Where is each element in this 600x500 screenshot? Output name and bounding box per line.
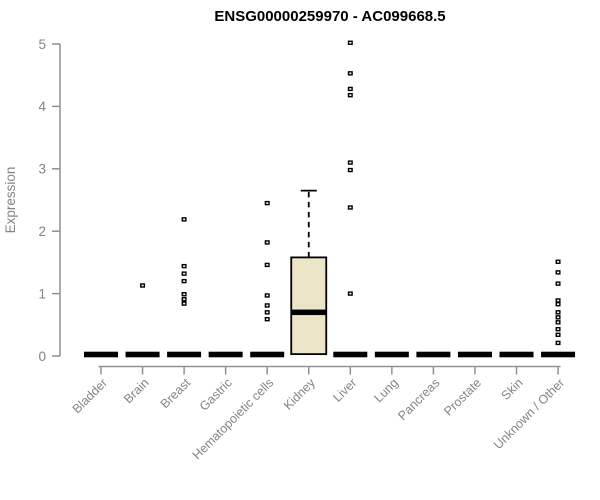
- box-brain: [125, 283, 160, 358]
- y-tick-label: 0: [38, 349, 46, 364]
- outlier-point-center: [349, 161, 352, 164]
- outlier-point-center: [266, 202, 269, 204]
- box-hematopoietic-cells: [250, 200, 285, 358]
- outlier-point-center: [557, 311, 560, 314]
- median-line: [291, 309, 327, 316]
- chart-title: ENSG00000259970 - AC099668.5: [214, 8, 445, 25]
- outlier-point-center: [266, 264, 269, 266]
- x-category-label: Brain: [121, 376, 152, 407]
- axes-layer: 0 1 2 3 4 5 Bladder Brain Breast GastricHematopoi…: [38, 37, 567, 462]
- median-bar: [457, 351, 492, 358]
- outlier-point-center: [183, 272, 186, 275]
- outlier-point-center: [266, 311, 269, 314]
- outlier-point-center: [349, 94, 352, 96]
- outlier-point-center: [557, 316, 560, 319]
- box-liver: [333, 40, 368, 358]
- outlier-point-center: [183, 298, 186, 301]
- box-prostate: [457, 351, 492, 358]
- x-category-label: Skin: [499, 376, 526, 403]
- outlier-point-center: [183, 280, 186, 282]
- x-category-label: Bladder: [70, 376, 110, 416]
- median-bar: [208, 351, 243, 358]
- median-bar: [333, 351, 368, 358]
- x-category-label: Lung: [371, 376, 401, 406]
- median-bar: [416, 351, 451, 358]
- outlier-point-center: [183, 293, 186, 296]
- outlier-point-center: [141, 284, 144, 287]
- y-tick-label: 5: [38, 37, 46, 52]
- outlier-point-center: [266, 318, 269, 320]
- x-category-label: Kidney: [281, 375, 318, 412]
- outlier-point-center: [557, 321, 560, 324]
- median-bar: [167, 351, 202, 358]
- outlier-point-center: [349, 41, 352, 44]
- median-bar: [84, 351, 118, 358]
- outlier-point-center: [266, 241, 269, 244]
- box-unknown-other: [541, 259, 576, 358]
- median-bar: [125, 351, 160, 358]
- x-category-label: Unknown / Other: [491, 376, 567, 452]
- outlier-point-center: [557, 328, 560, 330]
- median-bar: [541, 351, 576, 358]
- outlier-point-center: [349, 169, 352, 171]
- outlier-point-center: [349, 292, 352, 295]
- outlier-point-center: [183, 218, 186, 221]
- x-category-label: Pancreas: [395, 376, 442, 423]
- box-gastric: [208, 351, 243, 358]
- y-tick-label: 2: [38, 224, 46, 239]
- y-tick-label: 3: [38, 162, 46, 177]
- outlier-point-center: [557, 342, 560, 344]
- y-tick-label: 4: [38, 99, 46, 114]
- outlier-point-center: [349, 88, 352, 90]
- outlier-point-center: [266, 294, 269, 297]
- iqr-box: [290, 256, 328, 356]
- box-skin: [499, 351, 534, 358]
- outlier-point-center: [183, 265, 186, 267]
- outlier-point-center: [557, 282, 560, 285]
- y-axis-label: Expression: [3, 167, 18, 234]
- outlier-point-center: [349, 72, 352, 75]
- box-kidney: [290, 189, 328, 356]
- plot-layer: [84, 40, 576, 358]
- x-category-label: Breast: [158, 375, 194, 411]
- y-tick-label: 1: [38, 286, 46, 301]
- outlier-point-center: [557, 333, 560, 336]
- outlier-point-center: [557, 299, 560, 302]
- median-bar: [499, 351, 534, 358]
- outlier-point-center: [349, 206, 352, 209]
- box-lung: [374, 351, 409, 358]
- box-pancreas: [416, 351, 451, 358]
- outlier-point-center: [557, 303, 560, 306]
- x-category-label: Prostate: [441, 376, 484, 419]
- outlier-point-center: [557, 271, 560, 274]
- outlier-point-center: [266, 304, 269, 307]
- box-breast: [167, 217, 202, 358]
- outlier-point-center: [183, 302, 186, 305]
- x-category-label: Liver: [330, 376, 359, 405]
- x-category-label: Hematopoietic cells: [190, 376, 277, 463]
- median-bar: [250, 351, 285, 358]
- outlier-point-center: [557, 260, 560, 263]
- box-bladder: [84, 351, 118, 358]
- x-category-label: Gastric: [197, 376, 235, 414]
- median-bar: [374, 351, 409, 358]
